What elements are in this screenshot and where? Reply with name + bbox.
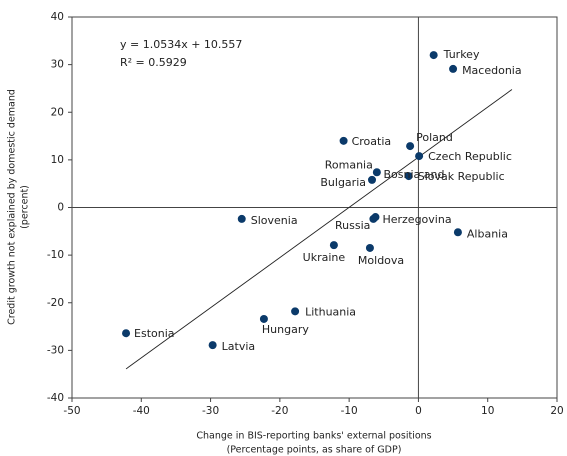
point-label: Macedonia [462, 64, 522, 77]
point-label: Herzegovina [382, 213, 451, 226]
point [237, 214, 246, 223]
point [291, 307, 300, 316]
y-tick-label: -10 [47, 249, 64, 261]
x-tick-label: -10 [341, 405, 358, 417]
y-tick-label: 20 [51, 106, 64, 118]
x-tick-label: -50 [63, 405, 80, 417]
y-tick-label: 40 [51, 11, 64, 23]
point [329, 241, 338, 250]
x-axis-label: Change in BIS-reporting banks' external … [196, 431, 431, 442]
point [339, 136, 348, 145]
point-label: Bosnia and [383, 168, 444, 181]
point [371, 213, 380, 222]
x-tick-label: -20 [271, 405, 288, 417]
point [368, 175, 377, 184]
y-tick-label: -40 [47, 392, 64, 404]
point [429, 51, 438, 60]
point [404, 172, 413, 181]
point-label: Moldova [358, 254, 404, 267]
point [372, 168, 381, 177]
equation: y = 1.0534x + 10.557 [120, 38, 242, 51]
r-squared: R² = 0.5929 [120, 56, 187, 69]
x-tick-label: 0 [415, 405, 422, 417]
y-axis-label: Credit growth not explained by domestic … [7, 89, 18, 325]
point-label: Estonia [134, 327, 175, 340]
point-label: Romania [325, 158, 373, 171]
point-label: Croatia [352, 135, 392, 148]
point [453, 228, 462, 237]
point-label: Hungary [262, 323, 309, 336]
y-tick-label: 30 [51, 59, 64, 71]
point [449, 64, 458, 73]
x-tick-label: 10 [481, 405, 494, 417]
point [415, 152, 424, 161]
point-label: Albania [467, 227, 508, 240]
point-label: Bulgaria [320, 176, 366, 189]
x-tick-label: -30 [202, 405, 219, 417]
point-label: Turkey [443, 48, 480, 61]
point-label: Slovenia [251, 214, 298, 227]
x-tick-label: 20 [550, 405, 563, 417]
point [259, 314, 268, 323]
x-axis-label: (Percentage points, as share of GDP) [227, 445, 402, 456]
point-label: Ukraine [303, 251, 346, 264]
point-label: Czech Republic [428, 150, 512, 163]
point-label: Lithuania [305, 305, 356, 318]
trendline [125, 89, 513, 370]
point [208, 341, 217, 350]
point [365, 243, 374, 252]
point [406, 142, 415, 151]
point-label: Latvia [222, 340, 256, 353]
point-label: Slovak Republic [418, 170, 505, 183]
y-axis-label: (percent) [20, 185, 31, 229]
x-tick-label: -40 [133, 405, 150, 417]
y-tick-label: 0 [57, 202, 64, 214]
y-tick-label: -30 [47, 344, 64, 356]
point-label: Russia [335, 219, 370, 232]
point-label: Poland [416, 131, 453, 144]
y-tick-label: -20 [47, 297, 64, 309]
point [122, 329, 131, 338]
y-tick-label: 10 [51, 154, 64, 166]
